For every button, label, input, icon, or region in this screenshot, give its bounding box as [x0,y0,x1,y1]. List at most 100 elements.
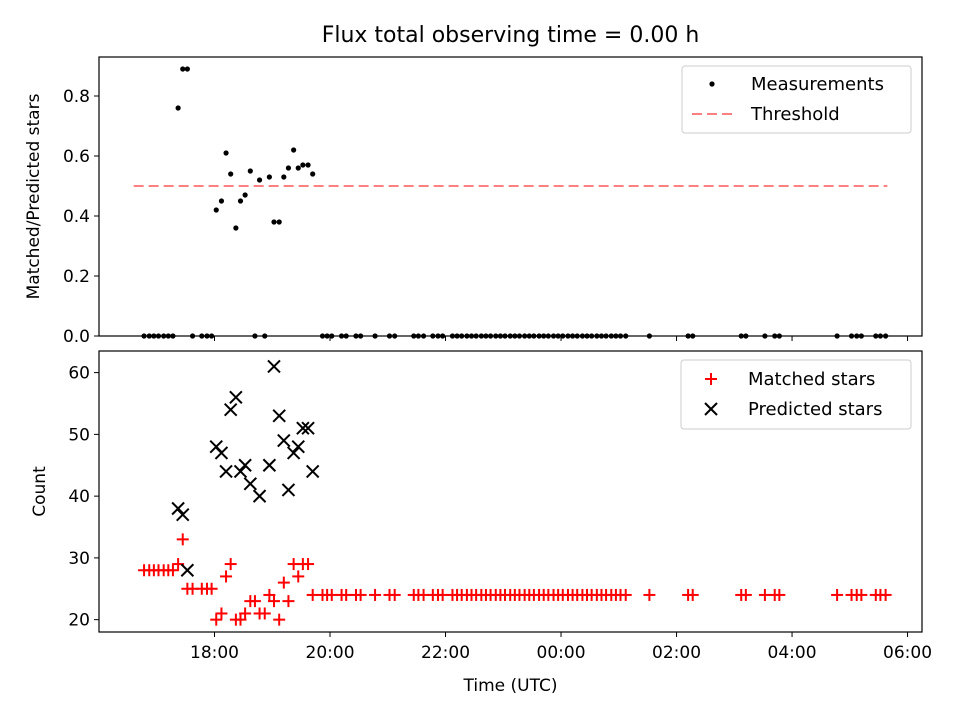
bottom-panel: 20 30 40 50 60 18:00 20:00 22:00 00:00 02:00 04:0… [30,350,932,696]
y-tick-label: 30 [68,549,90,569]
predicted-stars-point [305,464,320,479]
predicted-stars-point [277,433,291,448]
legend-plus-marker [705,373,717,385]
predicted-stars-point [262,458,277,472]
matched-stars-point [739,588,752,601]
matched-stars-point [267,595,280,608]
predicted-stars-point [223,402,238,417]
predicted-stars-point [171,501,185,516]
matched-stars-point [263,588,276,601]
measurement-point [256,177,263,183]
matched-stars-point [239,607,252,620]
matched-stars-point [282,595,295,608]
y-tick-label: 20 [68,611,90,631]
bottom-legend-box [680,359,912,430]
x-tick-label: 06:00 [883,643,932,663]
measurement-point [281,174,287,180]
predicted-stars-point [286,446,301,460]
measurement-point [266,174,272,180]
predicted-stars-point [214,446,229,460]
y-tick-label: 0.4 [63,207,90,227]
measurement-point [237,198,244,204]
measurement-point [223,150,229,156]
matched-stars-point [369,588,382,601]
measurement-point [175,105,181,111]
matched-stars-point [258,607,271,620]
matched-stars-point [302,558,315,571]
matched-stars-point [215,607,228,620]
predicted-stars-point [229,390,243,405]
predicted-stars-point [272,409,286,423]
measurement-point [242,192,248,198]
top-y-axis: 0.0 0.2 0.4 0.6 0.8 [63,87,99,347]
y-tick-label: 0.0 [63,327,90,347]
matched-stars-point [619,588,632,601]
predicted-stars-point [301,421,315,435]
top-plot-frame [98,56,923,337]
matched-stars-point [273,613,286,626]
x-tick-label: 22:00 [421,643,470,663]
bottom-plot-frame [98,350,923,633]
matched-stars-point [643,588,656,601]
top-y-axis-label: Matched/Predicted stars [24,93,44,299]
legend-label-threshold: Threshold [750,104,840,125]
legend-dot-marker [709,81,715,87]
predicted-stars-point [176,507,190,522]
bottom-legend: Matched stars Predicted stars [680,359,912,430]
measurement-point [218,198,225,204]
matched-stars-point [277,576,290,589]
bottom-x-axis: 18:00 20:00 22:00 00:00 02:00 04:00 06:00 [190,632,932,663]
predicted-stars-point [296,421,310,435]
y-tick-label: 60 [68,364,90,384]
legend-label-measurements: Measurements [751,74,884,95]
predicted-stars-point [180,563,195,577]
measurement-point [271,219,277,225]
measurement-point [276,219,282,225]
measurement-point [295,165,301,171]
measurement-point [300,162,306,168]
measurement-point [305,162,311,168]
measurement-point [310,171,316,177]
predicted-stars-point [252,489,267,503]
predicted-stars-point [233,464,248,479]
matched-stars-point [205,582,218,595]
matched-stars-point [388,588,401,601]
x-tick-label: 00:00 [537,643,586,663]
matched-stars-point [220,570,233,583]
y-tick-label: 0.6 [63,147,90,167]
matched-stars-point [879,588,892,601]
measurement-point [180,66,186,72]
bottom-panel-marks [138,359,892,626]
y-tick-label: 50 [68,425,90,445]
matched-stars-point [831,588,844,601]
predicted-stars-point [267,359,281,374]
chart-title: Flux total observing time = 0.00 h [322,23,700,48]
x-tick-label: 20:00 [306,643,355,663]
matched-stars-point [234,613,247,626]
top-panel: 0.00.20.40.60.8 Matched/Predicted stars … [24,56,923,347]
legend-x-marker [704,402,718,416]
matched-stars-point [248,595,261,608]
measurement-point [184,66,190,72]
measurement-point [228,171,234,177]
predicted-stars-point [281,483,296,497]
matched-stars-point [686,588,699,601]
bottom-y-axis: 20 30 40 50 60 [68,364,99,631]
legend-label-matched-stars: Matched stars [748,369,875,390]
measurement-point [233,225,239,231]
top-x-tick-marks [214,336,909,341]
x-axis-label: Time (UTC) [463,676,558,696]
x-tick-label: 18:00 [190,643,239,663]
matched-stars-point [292,570,305,583]
x-tick-label: 04:00 [768,643,817,663]
x-tick-label: 02:00 [652,643,701,663]
y-tick-label: 0.8 [63,87,90,107]
predicted-stars-point [243,477,258,491]
predicted-stars-point [238,458,252,472]
y-tick-label: 40 [68,487,90,507]
measurement-point [291,147,297,153]
legend-label-predicted-stars: Predicted stars [748,399,882,420]
matched-stars-point [855,588,868,601]
top-legend-box [681,65,912,134]
